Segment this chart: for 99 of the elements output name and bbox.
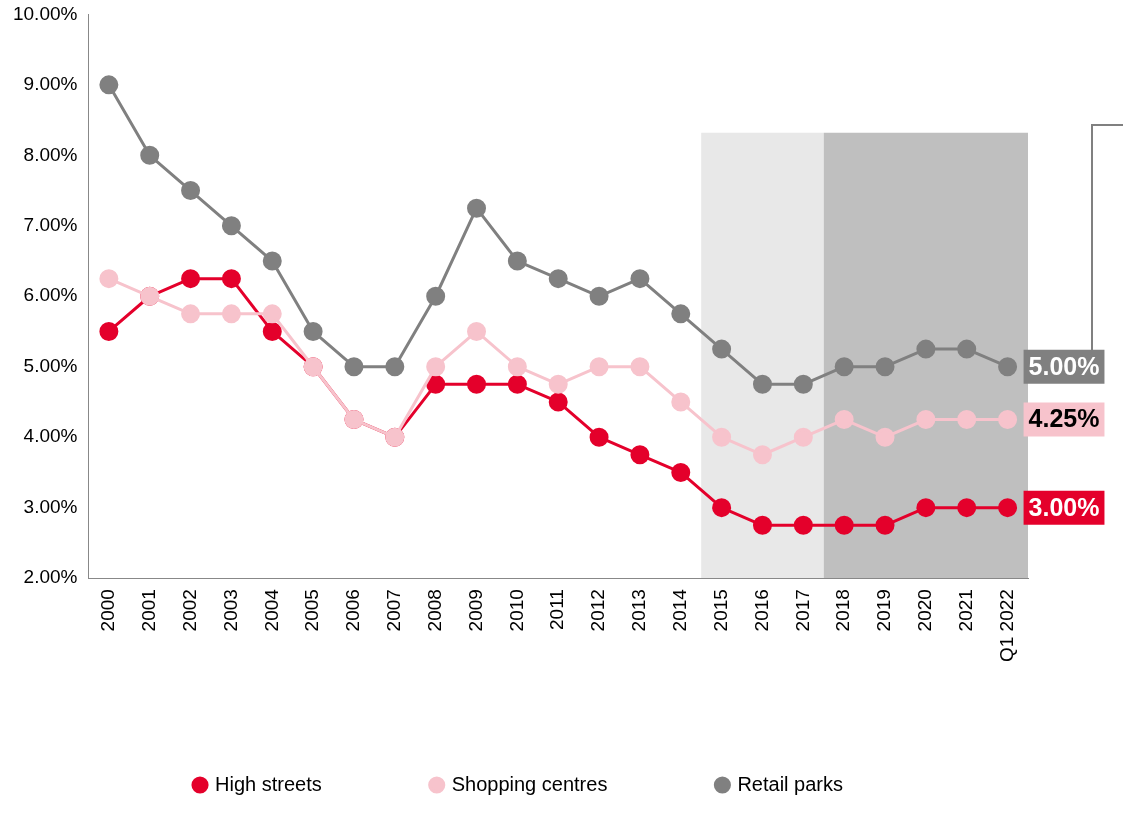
x-tick-label: 2008 bbox=[423, 589, 445, 632]
point bbox=[507, 251, 527, 271]
point bbox=[916, 410, 936, 430]
point bbox=[221, 216, 241, 236]
point bbox=[589, 357, 609, 377]
point bbox=[630, 445, 650, 465]
point bbox=[957, 410, 977, 430]
legend-label: Retail parks bbox=[737, 772, 843, 795]
point bbox=[181, 181, 201, 201]
y-tick-label: 6.00% bbox=[23, 284, 78, 306]
point bbox=[793, 515, 813, 535]
point bbox=[548, 392, 568, 412]
y-tick-label: 10.00% bbox=[12, 2, 78, 24]
x-tick-label: 2004 bbox=[260, 588, 282, 632]
point bbox=[467, 321, 487, 341]
x-tick-label: 2012 bbox=[587, 589, 609, 632]
point bbox=[630, 269, 650, 289]
point bbox=[385, 357, 405, 377]
point bbox=[671, 304, 691, 324]
point bbox=[998, 498, 1018, 518]
point bbox=[426, 357, 446, 377]
x-tick-label: 2001 bbox=[137, 589, 159, 632]
point bbox=[262, 321, 282, 341]
point bbox=[303, 321, 323, 341]
x-tick-label: 2021 bbox=[954, 589, 976, 632]
point bbox=[221, 304, 241, 324]
x-tick-label: 2020 bbox=[914, 589, 936, 632]
x-tick-label: 2015 bbox=[709, 589, 731, 632]
point bbox=[712, 498, 732, 518]
point bbox=[793, 374, 813, 394]
point bbox=[507, 357, 527, 377]
x-tick-label: 2006 bbox=[342, 589, 364, 632]
x-tick-label: 2017 bbox=[791, 589, 813, 632]
point bbox=[916, 339, 936, 359]
x-tick-label: 2010 bbox=[505, 589, 527, 632]
point bbox=[181, 269, 201, 289]
y-tick-label: 2.00% bbox=[23, 566, 78, 588]
point bbox=[99, 321, 119, 341]
y-tick-label: 9.00% bbox=[23, 73, 78, 95]
x-tick-label: 2000 bbox=[97, 589, 119, 632]
point bbox=[998, 410, 1018, 430]
x-tick-label: 2014 bbox=[669, 588, 691, 632]
legend-label: Shopping centres bbox=[451, 772, 608, 795]
x-tick-label: 2016 bbox=[750, 589, 772, 632]
point bbox=[589, 286, 609, 306]
point bbox=[181, 304, 201, 324]
y-tick-label: 7.00% bbox=[23, 214, 78, 236]
data-label: 3.00% bbox=[1028, 492, 1100, 521]
point bbox=[793, 427, 813, 447]
point bbox=[752, 445, 772, 465]
point bbox=[467, 198, 487, 218]
x-tick-label: 2007 bbox=[383, 589, 405, 632]
point bbox=[426, 374, 446, 394]
x-tick-label: Q1 2022 bbox=[995, 589, 1017, 663]
point bbox=[752, 374, 772, 394]
x-tick-label: 2002 bbox=[178, 589, 200, 632]
point bbox=[262, 304, 282, 324]
point bbox=[834, 515, 854, 535]
point bbox=[262, 251, 282, 271]
point bbox=[507, 374, 527, 394]
point bbox=[875, 357, 895, 377]
x-tick-label: 2018 bbox=[832, 589, 854, 632]
point bbox=[957, 498, 977, 518]
point bbox=[140, 145, 160, 165]
point bbox=[875, 427, 895, 447]
point bbox=[99, 269, 119, 289]
point bbox=[957, 339, 977, 359]
point bbox=[589, 427, 609, 447]
point bbox=[630, 357, 650, 377]
point bbox=[548, 374, 568, 394]
point bbox=[671, 392, 691, 412]
point bbox=[671, 462, 691, 482]
y-tick-label: 4.00% bbox=[23, 425, 78, 447]
x-tick-label: 2009 bbox=[464, 589, 486, 632]
x-tick-label: 2013 bbox=[628, 589, 650, 632]
y-tick-label: 5.00% bbox=[23, 354, 78, 376]
point bbox=[916, 498, 936, 518]
x-tick-label: 2011 bbox=[546, 589, 568, 630]
point bbox=[99, 75, 119, 95]
point bbox=[221, 269, 241, 289]
point bbox=[344, 357, 364, 377]
point bbox=[548, 269, 568, 289]
x-tick-label: 2005 bbox=[301, 589, 323, 632]
point bbox=[834, 410, 854, 430]
point bbox=[426, 286, 446, 306]
data-label: 4.25% bbox=[1028, 404, 1100, 433]
data-label: 5.00% bbox=[1028, 351, 1100, 380]
x-tick-label: 2003 bbox=[219, 589, 241, 632]
x-tick-label: 2019 bbox=[873, 589, 895, 632]
y-tick-label: 3.00% bbox=[23, 495, 78, 517]
point bbox=[834, 357, 854, 377]
point bbox=[752, 515, 772, 535]
point bbox=[467, 374, 487, 394]
point bbox=[998, 357, 1018, 377]
legend-label: High streets bbox=[215, 772, 322, 795]
point bbox=[712, 339, 732, 359]
y-tick-label: 8.00% bbox=[23, 143, 78, 165]
point bbox=[875, 515, 895, 535]
point bbox=[712, 427, 732, 447]
